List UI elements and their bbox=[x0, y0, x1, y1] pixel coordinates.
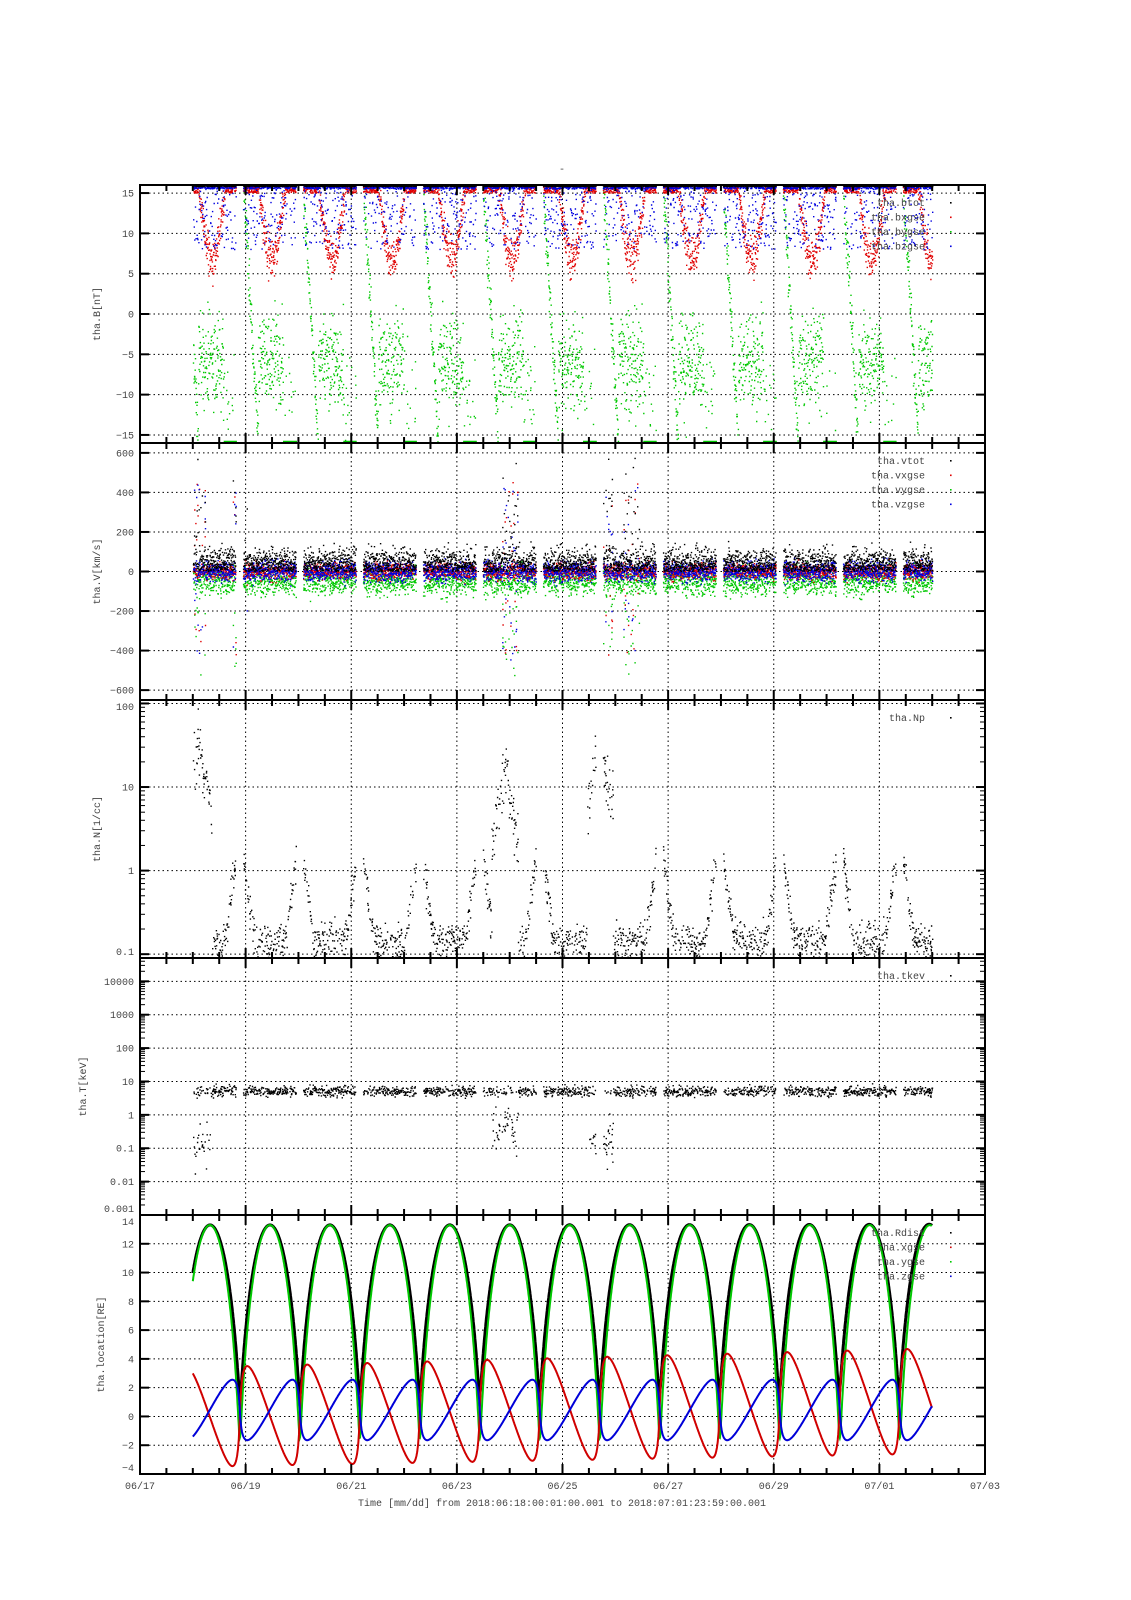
panel-2: −600 −400 −200 0 200 400 600 tha.V[km/s] tha.vto… bbox=[92, 442, 986, 701]
y-axis-label: tha.location[RE] bbox=[96, 1296, 108, 1392]
y-tick-label: 400 bbox=[116, 489, 134, 500]
x-tick-label: 07/01 bbox=[864, 1481, 894, 1493]
y-tick-label: 10 bbox=[122, 1269, 134, 1280]
y-axis-label: tha.B[nT] bbox=[92, 287, 104, 341]
panels: −15−10−5051015tha.B[nT]tha.btottha.bxgse… bbox=[78, 184, 1000, 1493]
panel-1: −15 −10 −5 0 5 10 15 tha.B[nT] tha.btot tha.bxgse… bbox=[92, 184, 986, 444]
y-tick-label: 100 bbox=[116, 1045, 134, 1056]
legend-marker bbox=[950, 216, 952, 219]
y-tick-label: 1 bbox=[128, 1111, 134, 1122]
legend-marker bbox=[950, 717, 952, 719]
legend-marker bbox=[950, 1261, 952, 1263]
y-tick-label: −10 bbox=[116, 391, 134, 402]
y-axis-label: tha.V[km/s] bbox=[92, 538, 104, 604]
legend-label: tha.Np bbox=[889, 713, 925, 725]
legend-marker bbox=[950, 1246, 952, 1249]
y-tick-label: 200 bbox=[116, 528, 134, 539]
legend-marker bbox=[950, 474, 952, 477]
y-tick-label: 0.1 bbox=[116, 948, 134, 959]
legend-label: tha.xgse bbox=[877, 1243, 925, 1255]
y-tick-label: 10 bbox=[122, 230, 134, 241]
x-tick-label: 06/19 bbox=[231, 1481, 261, 1493]
y-tick-label: −5 bbox=[122, 351, 134, 362]
legend-marker bbox=[950, 1275, 952, 1278]
panel-frame bbox=[139, 699, 986, 959]
y-tick-label: −4 bbox=[122, 1464, 134, 1475]
x-tick-label: 06/23 bbox=[442, 1481, 472, 1493]
legend-label: tha.zgse bbox=[877, 1272, 925, 1284]
x-tick-label: 06/21 bbox=[336, 1481, 366, 1493]
y-tick-label: 1 bbox=[128, 867, 134, 878]
y-tick-label: 1000 bbox=[110, 1011, 134, 1022]
y-tick-label: 4 bbox=[128, 1355, 134, 1366]
legend-label: tha.vygse bbox=[871, 485, 925, 497]
legend-label: tha.bzgse bbox=[871, 242, 925, 254]
legend-marker bbox=[950, 202, 952, 204]
legend-label: tha.Rdist bbox=[871, 1228, 925, 1240]
y-tick-label: −2 bbox=[122, 1442, 134, 1453]
legend-label: tha.tkev bbox=[877, 971, 925, 983]
y-tick-label: 600 bbox=[116, 449, 134, 460]
y-tick-label: 10 bbox=[122, 784, 134, 795]
x-tick-label: 06/27 bbox=[653, 1481, 683, 1493]
y-tick-label: 0 bbox=[128, 311, 134, 322]
series-line-tha-ygse bbox=[191, 1224, 933, 1442]
y-axis-label: tha.N[1/cc] bbox=[92, 796, 104, 862]
y-tick-label: −400 bbox=[110, 647, 134, 658]
legend-marker bbox=[950, 1232, 952, 1234]
y-tick-label: 14 bbox=[122, 1218, 134, 1229]
series-points-tha-tkev bbox=[193, 1083, 934, 1175]
legend-marker bbox=[950, 460, 952, 462]
series-line-tha-xgse bbox=[191, 1348, 933, 1468]
y-tick-label: −15 bbox=[116, 431, 134, 442]
panel-5: −4 −2 0 2 4 6 8 10 12 14 tha.location[RE] tha.Rdist… bbox=[96, 1214, 986, 1475]
y-tick-label: −200 bbox=[110, 608, 134, 619]
legend-label: tha.ygse bbox=[877, 1257, 925, 1269]
y-tick-label: 15 bbox=[122, 190, 134, 201]
y-tick-label: 12 bbox=[122, 1240, 134, 1251]
legend-label: tha.bygse bbox=[871, 227, 925, 239]
y-tick-label: 2 bbox=[128, 1384, 134, 1395]
legend-label: tha.btot bbox=[877, 198, 925, 210]
legend-label: tha.bxgse bbox=[871, 213, 925, 225]
y-tick-label: 0.001 bbox=[104, 1205, 134, 1216]
y-tick-label: 0.1 bbox=[116, 1145, 134, 1156]
panel-4: 0.001 0.01 0.1 1 10 100 1000 10000 tha.T[keV] tha… bbox=[78, 957, 986, 1216]
panel-frame bbox=[139, 957, 986, 1216]
x-tick-label: 06/25 bbox=[547, 1481, 577, 1493]
x-axis-label: Time [mm/dd] from 2018:06:18:00:01:00.00… bbox=[358, 1498, 766, 1510]
y-tick-label: 0 bbox=[128, 1413, 134, 1424]
legend-marker bbox=[950, 503, 952, 506]
x-tick-label: 06/29 bbox=[759, 1481, 789, 1493]
legend-marker bbox=[950, 489, 952, 491]
panel-3: 0.1 1 10 100 tha.N[1/cc] tha.Np bbox=[92, 699, 986, 959]
plot-title: - bbox=[559, 165, 565, 176]
x-tick-label: 06/17 bbox=[125, 1481, 155, 1493]
legend-marker bbox=[950, 245, 952, 248]
legend-label: tha.vxgse bbox=[871, 471, 925, 483]
legend-label: tha.vtot bbox=[877, 456, 925, 468]
legend-marker bbox=[950, 975, 952, 977]
y-tick-label: 0.01 bbox=[110, 1178, 134, 1189]
y-tick-label: 8 bbox=[128, 1298, 134, 1309]
y-tick-label: 5 bbox=[128, 270, 134, 281]
y-tick-label: 10000 bbox=[104, 978, 134, 989]
series-points-tha-vzgse bbox=[192, 484, 934, 661]
legend-marker bbox=[950, 231, 952, 233]
y-tick-label: 6 bbox=[128, 1327, 134, 1338]
series-line-tha-zgse bbox=[192, 1378, 933, 1442]
y-tick-label: 10 bbox=[122, 1078, 134, 1089]
series-points-tha-Np bbox=[192, 708, 934, 959]
legend-label: tha.vzgse bbox=[871, 500, 925, 512]
y-tick-label: 100 bbox=[116, 703, 134, 714]
x-tick-label: 07/03 bbox=[970, 1481, 1000, 1493]
y-axis-label: tha.T[keV] bbox=[78, 1056, 90, 1116]
y-tick-label: −600 bbox=[110, 687, 134, 698]
y-tick-label: 0 bbox=[128, 568, 134, 579]
series-points-tha-vtot bbox=[192, 457, 934, 573]
